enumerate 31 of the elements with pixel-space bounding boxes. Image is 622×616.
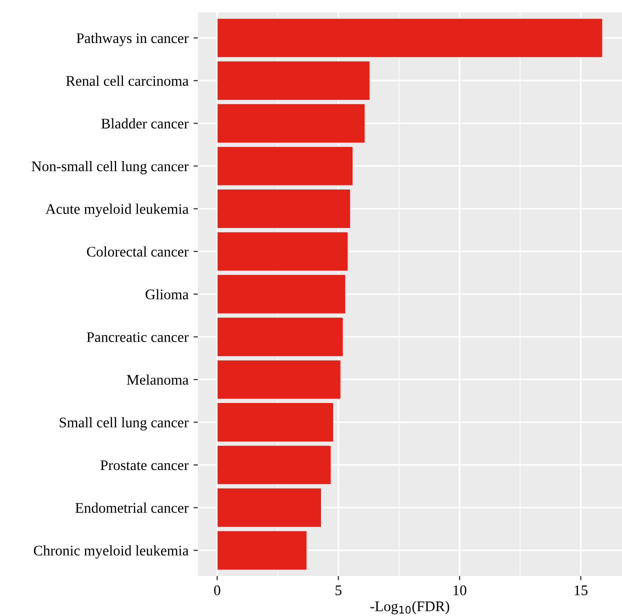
bar (216, 18, 604, 58)
x-axis-title: -Log$_{10}$(FDR) (370, 600, 450, 614)
y-tick-label: Colorectal cancer (86, 246, 189, 257)
y-tick-label: Endometrial cancer (75, 502, 189, 513)
y-tick-label: Melanoma (126, 374, 189, 385)
bar (216, 530, 308, 570)
bar (216, 402, 334, 442)
x-tick-label: 0 (214, 585, 220, 596)
y-tick-label: Acute myeloid leukemia (46, 204, 189, 217)
bar (216, 274, 346, 314)
y-tick-label: Bladder cancer (101, 118, 189, 129)
y-tick-label: Non-small cell lung cancer (32, 160, 189, 174)
bar (216, 103, 366, 144)
y-tick-label: Prostate cancer (100, 460, 189, 470)
x-tick-label: 15 (574, 585, 588, 596)
bar (216, 444, 332, 485)
x-tick-label: 5 (336, 586, 342, 596)
y-tick-label: Chronic myeloid leukemia (34, 545, 189, 559)
y-tick-label: Renal cell carcinoma (66, 76, 189, 86)
bar (216, 359, 342, 400)
bar (216, 231, 349, 272)
x-tick-label: 10 (454, 585, 466, 596)
bar (216, 60, 370, 101)
y-tick-label: Pathways in cancer (76, 32, 189, 46)
y-tick-label: Small cell lung cancer (60, 417, 189, 430)
bar (216, 488, 322, 528)
y-tick-label: Pancreatic cancer (86, 332, 189, 342)
bar (216, 188, 351, 229)
bar (216, 146, 354, 186)
y-tick-label: Glioma (146, 289, 189, 300)
bar (216, 316, 344, 357)
